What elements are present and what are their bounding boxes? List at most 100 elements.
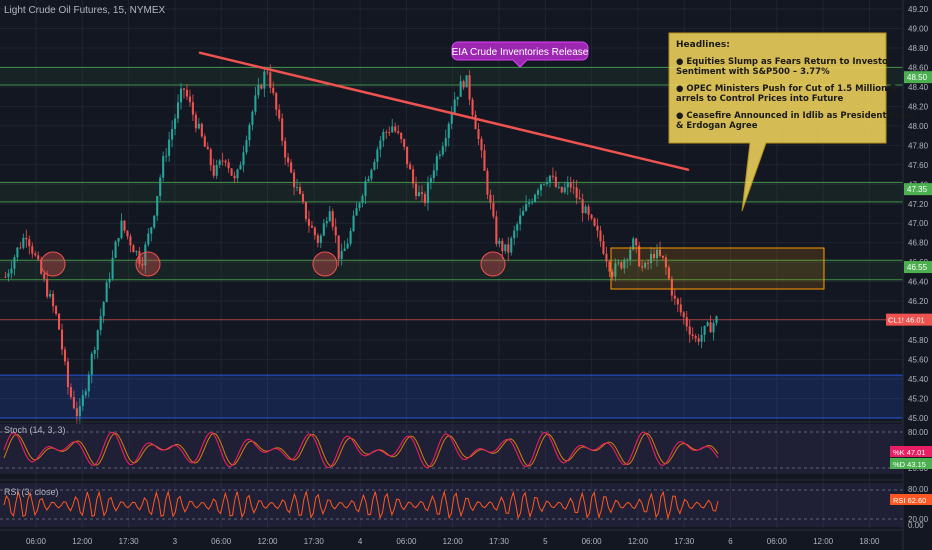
candle-body — [340, 251, 343, 259]
candle-body — [602, 241, 605, 254]
time-tick-label: 17:30 — [304, 537, 325, 546]
candle-body — [19, 247, 22, 249]
headline-item-line: ● OPEC Ministers Push for Cut of 1.5 Mil… — [676, 84, 897, 94]
price-tick-label: 45.00 — [908, 414, 929, 423]
candle-body — [545, 182, 548, 184]
candle-body — [441, 146, 444, 155]
candle-body — [7, 273, 10, 277]
candle-body — [504, 244, 507, 252]
candle-body — [251, 111, 254, 125]
candle-body — [548, 175, 551, 183]
candle-body — [16, 247, 19, 258]
candles — [4, 64, 718, 424]
headline-item-line: arrels to Control Prices into Future — [676, 94, 844, 104]
candle-body — [507, 244, 510, 253]
candle-body — [447, 123, 450, 139]
price-tick-label: 46.80 — [908, 239, 929, 248]
candle-body — [233, 175, 236, 179]
candle-body — [519, 215, 522, 225]
price-tick-label: 45.60 — [908, 356, 929, 365]
candle-body — [218, 160, 221, 166]
candle-body — [522, 210, 525, 216]
time-tick-label: 3 — [173, 537, 178, 546]
stoch-label: Stoch (14, 3, 3) — [4, 425, 66, 435]
candle-body — [275, 93, 278, 110]
price-tick-label: 45.40 — [908, 375, 929, 384]
candle-body — [322, 223, 325, 236]
candle-body — [313, 227, 316, 236]
time-tick-label: 12:00 — [257, 537, 278, 546]
candle-body — [263, 71, 266, 89]
candle-body — [117, 238, 120, 242]
candle-body — [712, 323, 715, 333]
candle-body — [227, 162, 230, 169]
candle-body — [171, 129, 174, 140]
candle-body — [78, 406, 81, 417]
candle-body — [697, 338, 700, 342]
stoch-tick-label: 80.00 — [908, 428, 929, 437]
candle-body — [608, 261, 611, 272]
low-marker — [480, 251, 506, 277]
candle-body — [349, 231, 352, 244]
candle-body — [179, 88, 183, 103]
candle-body — [34, 253, 37, 256]
candle-body — [22, 237, 25, 248]
candle-body — [337, 235, 340, 259]
candle-body — [661, 255, 665, 258]
candle-body — [316, 235, 319, 243]
candle-body — [572, 187, 575, 189]
stoch-k-label: %K 47.01 — [893, 448, 926, 457]
candle-body — [426, 182, 429, 203]
candle-body — [715, 316, 718, 324]
candle-body — [432, 170, 435, 179]
candle-body — [93, 349, 96, 354]
candle-body — [581, 199, 584, 214]
candle-body — [90, 353, 93, 375]
chart-title: Light Crude Oil Futures, 15, NYMEX — [4, 5, 166, 16]
candle-body — [638, 245, 641, 267]
time-tick-label: 12:00 — [443, 537, 464, 546]
candle-body — [566, 182, 569, 188]
candle-body — [346, 243, 349, 249]
candle-body — [688, 326, 691, 335]
price-tick-label: 47.80 — [908, 141, 929, 150]
candle-body — [516, 224, 519, 231]
time-tick-label: 12:00 — [72, 537, 93, 546]
headline-item-line: ● Equities Slump as Fears Return to Inve… — [676, 57, 893, 67]
headline-item-line: Sentiment with S&P500 – 3.77% — [676, 67, 830, 77]
candle-body — [165, 155, 168, 157]
candle-body — [352, 215, 355, 232]
stoch-d-badge — [890, 458, 932, 469]
last-price-bg — [886, 313, 932, 326]
price-tick-label: 46.40 — [908, 278, 929, 287]
candle-body — [325, 221, 328, 224]
candle-body — [46, 278, 49, 297]
price-marker-bg — [904, 71, 932, 84]
candle-body — [498, 240, 501, 244]
candle-body — [590, 214, 593, 219]
candle-body — [379, 140, 382, 150]
candle-body — [236, 169, 239, 179]
candle-body — [87, 374, 90, 392]
candle-body — [331, 211, 334, 227]
candle-body — [694, 336, 697, 339]
headlines-note-box — [668, 32, 887, 212]
candle-body — [641, 266, 644, 268]
candle-body — [176, 102, 180, 119]
candle-body — [513, 230, 516, 239]
price-tick-label: 47.20 — [908, 200, 929, 209]
price-tick-label: 49.20 — [908, 5, 929, 14]
candle-body — [298, 187, 302, 194]
candle-body — [489, 194, 492, 203]
price-marker-bg — [904, 183, 932, 196]
candle-body — [31, 246, 34, 254]
candle-body — [417, 192, 421, 197]
candle-body — [658, 249, 662, 256]
candle-body — [706, 322, 709, 326]
candle-body — [239, 164, 242, 170]
candle-body — [49, 293, 52, 297]
candle-body — [394, 126, 397, 132]
candle-body — [182, 88, 186, 90]
